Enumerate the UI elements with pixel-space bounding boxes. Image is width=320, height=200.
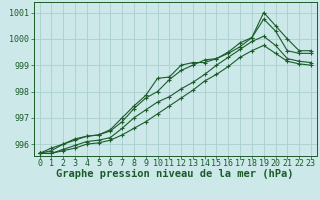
X-axis label: Graphe pression niveau de la mer (hPa): Graphe pression niveau de la mer (hPa) (56, 169, 294, 179)
